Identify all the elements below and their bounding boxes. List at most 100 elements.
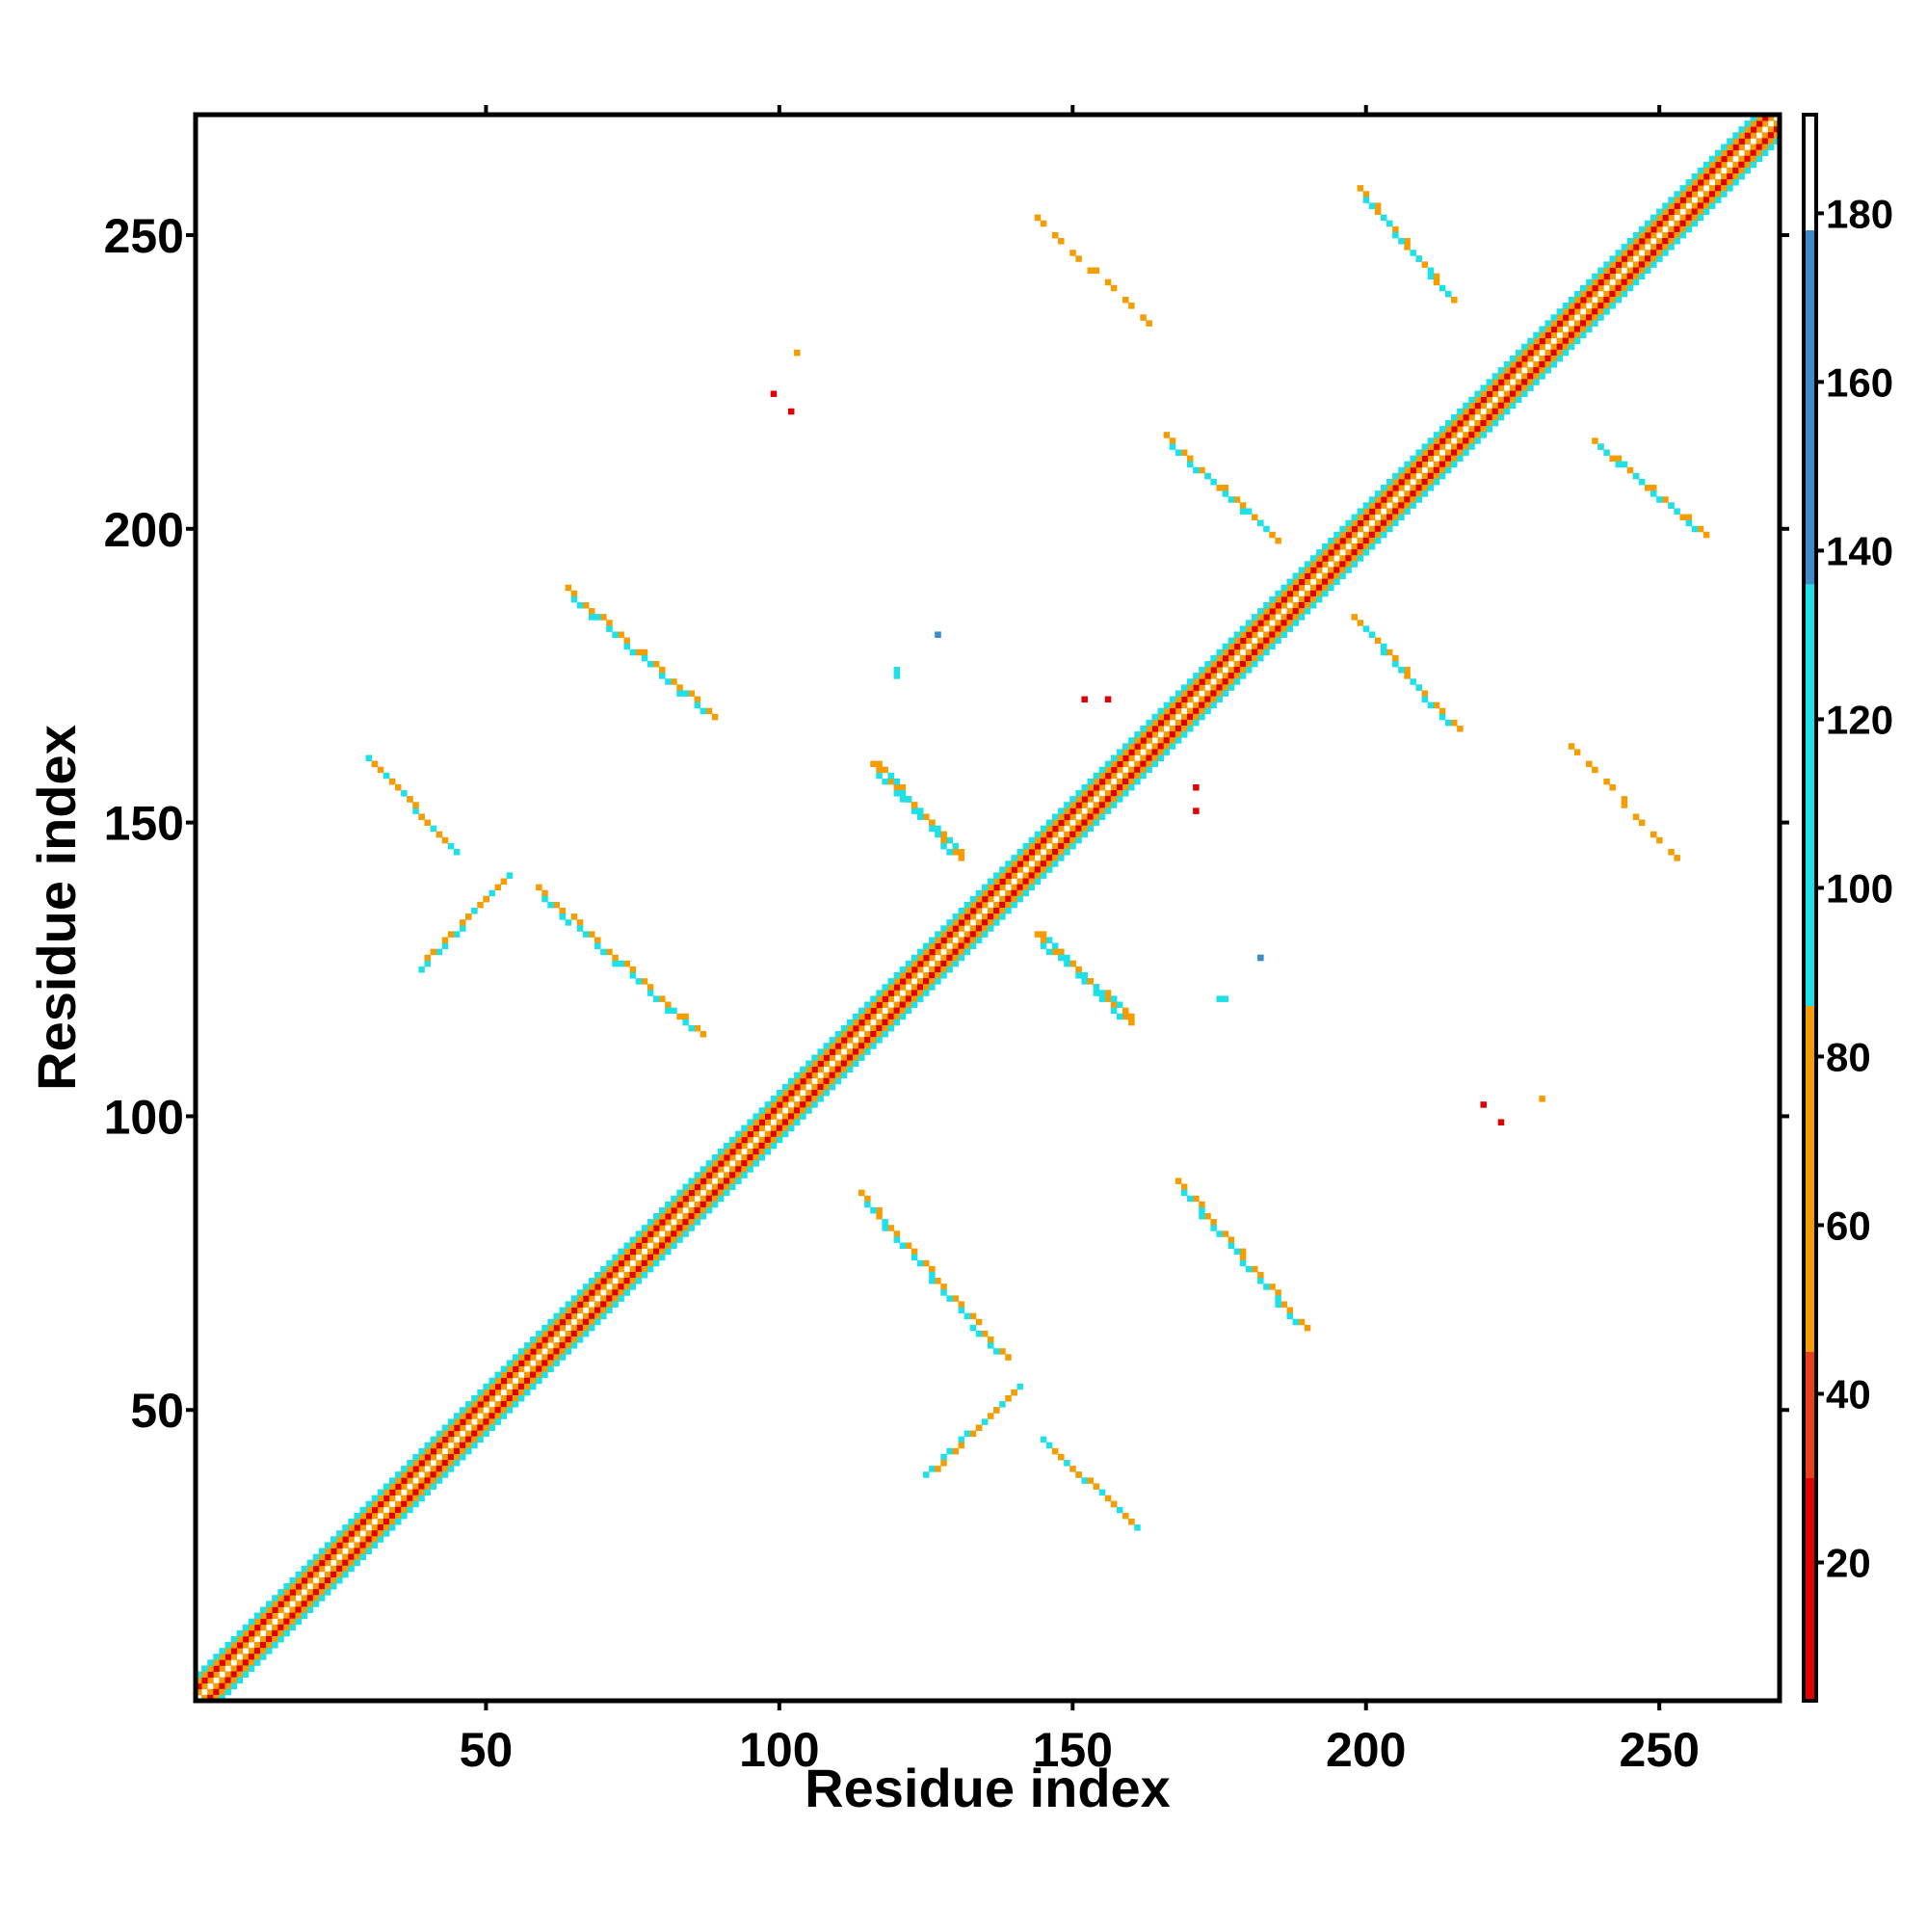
- heatmap-cell: [940, 960, 947, 967]
- heatmap-cell: [1439, 713, 1446, 721]
- heatmap-cell: [946, 1447, 953, 1455]
- heatmap-cell: [1210, 660, 1217, 668]
- heatmap-cell: [829, 1043, 836, 1049]
- heatmap-cell: [946, 925, 953, 932]
- heatmap-cell: [1087, 796, 1094, 803]
- heatmap-cell: [1715, 149, 1722, 157]
- heatmap-cell: [724, 1154, 730, 1161]
- heatmap-cell: [324, 1559, 331, 1567]
- heatmap-cell: [517, 1394, 525, 1402]
- heatmap-cell: [576, 1324, 584, 1332]
- colorbar-segment: [1804, 229, 1816, 585]
- heatmap-cell: [1045, 825, 1053, 833]
- heatmap-cell: [929, 954, 936, 962]
- heatmap-cell: [383, 1519, 390, 1525]
- heatmap-cell: [1474, 408, 1481, 415]
- heatmap-cell: [1322, 572, 1329, 580]
- heatmap-cell: [248, 1648, 255, 1654]
- heatmap-cell: [1632, 244, 1640, 251]
- heatmap-cell: [1668, 202, 1675, 209]
- heatmap-cell: [465, 1447, 472, 1455]
- heatmap-cell: [758, 1142, 766, 1150]
- heatmap-cell: [1175, 690, 1182, 697]
- heatmap-cell: [1140, 772, 1147, 780]
- heatmap-cell: [447, 1436, 455, 1443]
- heatmap-cell: [635, 1242, 643, 1249]
- heatmap-cell: [494, 1407, 502, 1414]
- heatmap-cell: [1638, 231, 1646, 239]
- heatmap-cell: [1463, 402, 1469, 410]
- heatmap-cell: [1516, 379, 1522, 385]
- heatmap-cell: [694, 696, 701, 703]
- heatmap-cell: [1116, 754, 1123, 761]
- heatmap-cell: [330, 1553, 337, 1561]
- heatmap-cell: [1568, 308, 1575, 315]
- heatmap-cell: [324, 1542, 331, 1548]
- heatmap-cell: [412, 1500, 419, 1508]
- heatmap-cell: [676, 1231, 683, 1237]
- heatmap-cell: [899, 984, 907, 991]
- heatmap-cell: [289, 1618, 296, 1626]
- heatmap-cell: [911, 972, 918, 979]
- heatmap-cell: [354, 1542, 360, 1548]
- heatmap-cell: [1685, 225, 1693, 233]
- heatmap-cell: [652, 1225, 660, 1231]
- heatmap-cell: [1239, 508, 1247, 515]
- heatmap-cell: [253, 1624, 261, 1631]
- heatmap-cell: [787, 1125, 795, 1132]
- heatmap-cell: [1140, 726, 1147, 732]
- heatmap-cell: [916, 954, 924, 962]
- heatmap-cell: [1668, 231, 1675, 239]
- heatmap-cell: [494, 1401, 502, 1408]
- heatmap-cell: [547, 1348, 554, 1355]
- heatmap-cell: [1011, 895, 1017, 903]
- heatmap-cell: [295, 1618, 302, 1626]
- heatmap-cell: [1193, 673, 1200, 679]
- heatmap-cell: [383, 1495, 390, 1502]
- heatmap-cell: [1386, 519, 1393, 527]
- y-tick-label: 150: [104, 797, 184, 851]
- heatmap-cell: [1732, 172, 1739, 180]
- heatmap-cell: [993, 919, 1000, 926]
- heatmap-cell: [196, 1677, 202, 1684]
- heatmap-cell: [1040, 855, 1047, 861]
- heatmap-cell: [876, 1007, 883, 1015]
- heatmap-cell: [823, 1083, 830, 1091]
- heatmap-cell: [588, 1284, 595, 1290]
- heatmap-cell: [1022, 860, 1030, 867]
- heatmap-cell: [1433, 701, 1440, 709]
- heatmap-cell: [606, 625, 613, 632]
- heatmap-cell: [342, 1524, 349, 1531]
- heatmap-cell: [893, 1236, 901, 1243]
- heatmap-cell: [1444, 449, 1452, 456]
- heatmap-cell: [1503, 361, 1511, 368]
- heatmap-cell: [1691, 220, 1699, 227]
- heatmap-cell: [1521, 355, 1528, 362]
- heatmap-cell: [401, 1483, 408, 1490]
- heatmap-cell: [852, 1060, 859, 1067]
- heatmap-cell: [1703, 531, 1710, 539]
- heatmap-cell: [805, 1072, 812, 1079]
- heatmap-cell: [1544, 320, 1551, 327]
- heatmap-cell: [1486, 390, 1493, 398]
- heatmap-cell: [665, 1201, 672, 1208]
- heatmap-cell: [1579, 326, 1587, 332]
- heatmap-cell: [652, 660, 660, 668]
- heatmap-cell: [277, 1589, 284, 1596]
- heatmap-cell: [1093, 778, 1100, 785]
- heatmap-cell: [1533, 379, 1540, 385]
- heatmap-cell: [846, 1024, 854, 1032]
- heatmap-cell: [506, 1365, 514, 1373]
- heatmap-cell: [371, 1512, 379, 1520]
- heatmap-cell: [447, 1453, 455, 1461]
- heatmap-cell: [1597, 296, 1604, 304]
- heatmap-cell: [213, 1671, 220, 1679]
- heatmap-cell: [1357, 514, 1364, 521]
- heatmap-cell: [301, 1583, 308, 1590]
- heatmap-cell: [1134, 1524, 1141, 1531]
- heatmap-cell: [781, 1083, 789, 1091]
- heatmap-cell: [272, 1629, 278, 1637]
- heatmap-cell: [1592, 284, 1598, 292]
- heatmap-cell: [671, 1201, 677, 1208]
- heatmap-cell: [565, 1307, 572, 1314]
